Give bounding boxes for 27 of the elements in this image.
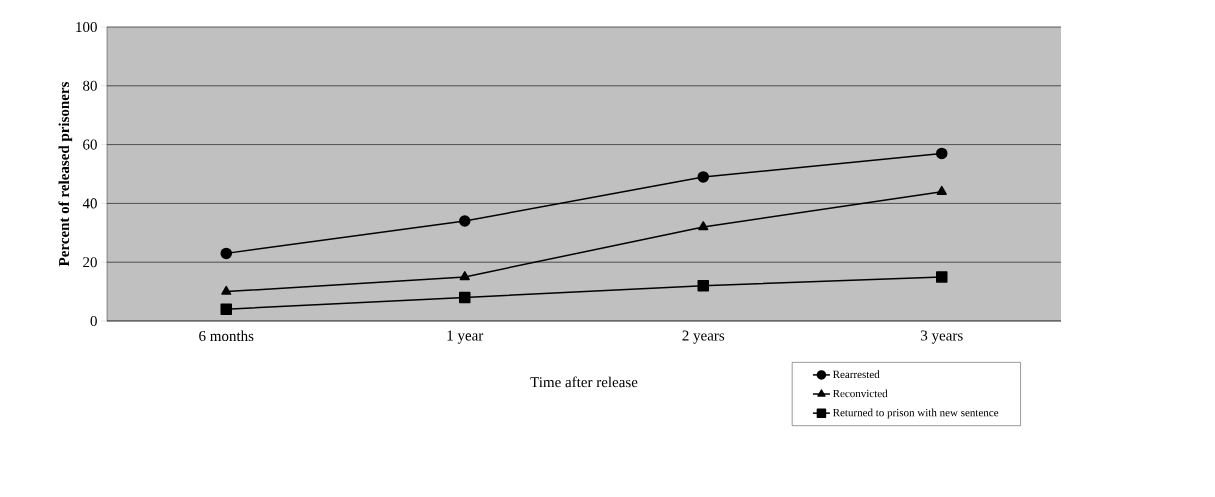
legend-label: Rearrested <box>832 370 880 379</box>
y-tick-label: 20 <box>83 257 97 268</box>
point <box>936 185 947 195</box>
point <box>697 279 709 292</box>
x-tick-label: 3 years <box>921 330 963 344</box>
y-axis-title: Percent of released prisoners <box>58 81 73 267</box>
point <box>459 291 471 304</box>
legend-label: Reconvicted <box>832 389 888 398</box>
y-tick-label: 80 <box>83 80 97 91</box>
y-tick-label: 40 <box>82 198 97 209</box>
point <box>936 147 948 160</box>
y-tick-label: 0 <box>90 315 97 327</box>
point <box>936 271 948 283</box>
y-tick-label: 60 <box>83 139 97 150</box>
x-tick-label: 6 months <box>199 330 254 342</box>
x-tick-label: 2 years <box>682 330 725 344</box>
legend-label: Returned to prison with new sentence <box>832 408 999 419</box>
x-axis-title: Time after release <box>530 376 638 388</box>
y-tick-label: 100 <box>76 21 97 33</box>
point <box>220 247 232 260</box>
point <box>698 221 709 231</box>
point <box>221 285 232 295</box>
point <box>459 215 471 227</box>
x-tick-label: 1 year <box>447 330 484 344</box>
point <box>697 171 709 183</box>
point <box>459 271 470 281</box>
point <box>220 303 232 315</box>
